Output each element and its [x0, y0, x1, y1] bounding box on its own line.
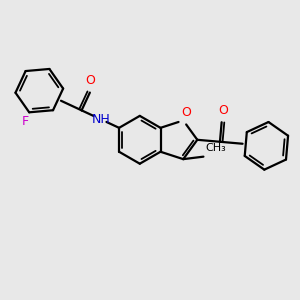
- Text: O: O: [181, 106, 191, 119]
- Text: O: O: [85, 74, 95, 87]
- Text: F: F: [21, 115, 28, 128]
- Text: NH: NH: [91, 113, 110, 126]
- Text: O: O: [218, 104, 228, 117]
- Text: CH₃: CH₃: [205, 143, 226, 153]
